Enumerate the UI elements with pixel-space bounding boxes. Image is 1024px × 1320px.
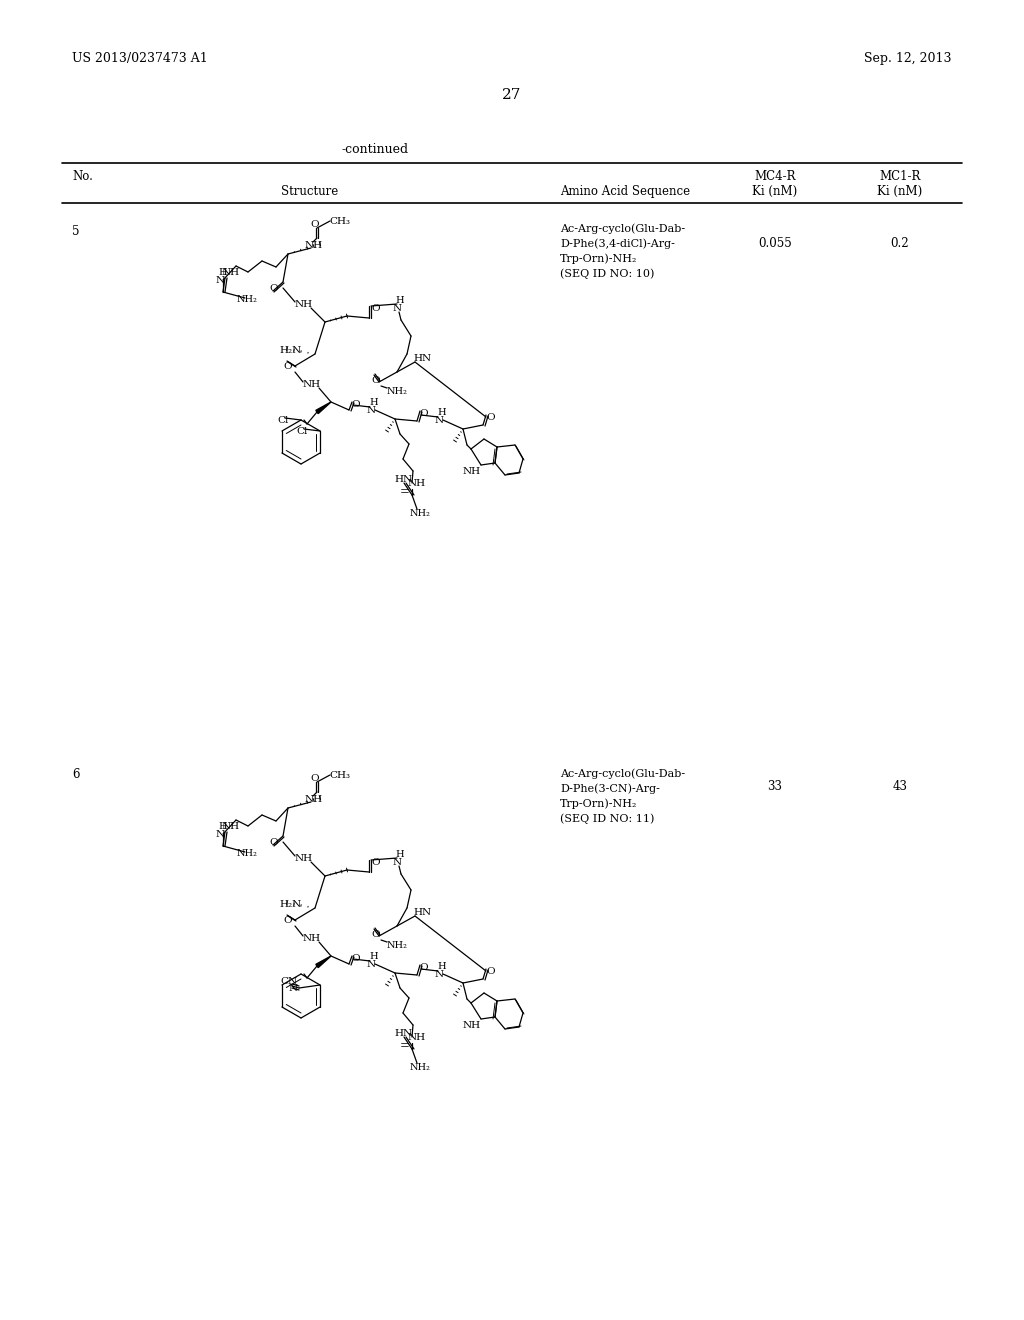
Text: Amino Acid Sequence: Amino Acid Sequence <box>560 185 690 198</box>
Text: N: N <box>393 858 402 867</box>
Text: NH: NH <box>303 380 322 389</box>
Text: MC4-R: MC4-R <box>755 170 796 183</box>
Text: CH₃: CH₃ <box>329 771 350 780</box>
Text: H: H <box>369 952 378 961</box>
Text: Cl: Cl <box>278 416 289 425</box>
Text: HN: HN <box>413 908 431 917</box>
Text: HN: HN <box>394 1030 412 1038</box>
Text: O: O <box>310 220 318 228</box>
Text: H: H <box>437 408 445 417</box>
Text: Trp-Orn)-NH₂: Trp-Orn)-NH₂ <box>560 799 637 809</box>
Text: O: O <box>269 284 278 293</box>
Text: NH: NH <box>305 795 324 804</box>
Text: H: H <box>218 268 226 277</box>
Text: NH₂: NH₂ <box>237 294 258 304</box>
Text: NH: NH <box>295 300 313 309</box>
Text: H₂N: H₂N <box>279 900 301 909</box>
Text: 0.2: 0.2 <box>891 238 909 249</box>
Text: NH: NH <box>463 467 481 477</box>
Text: O: O <box>419 964 428 972</box>
Text: N: N <box>393 304 402 313</box>
Text: H: H <box>218 822 226 832</box>
Text: CN: CN <box>280 977 297 986</box>
Text: O: O <box>351 954 359 964</box>
Text: O: O <box>486 968 495 975</box>
Text: O: O <box>371 858 380 867</box>
Text: NH: NH <box>408 1034 426 1041</box>
Text: NH: NH <box>463 1020 481 1030</box>
Text: =: = <box>400 484 410 498</box>
Text: N: N <box>216 276 225 285</box>
Text: Structure: Structure <box>282 185 339 198</box>
Text: 0.055: 0.055 <box>758 238 792 249</box>
Text: H: H <box>395 850 403 859</box>
Text: Ac-Arg-cyclo(Glu-Dab-: Ac-Arg-cyclo(Glu-Dab- <box>560 223 685 234</box>
Text: D-Phe(3,4-diCl)-Arg-: D-Phe(3,4-diCl)-Arg- <box>560 238 675 248</box>
Text: (SEQ ID NO: 10): (SEQ ID NO: 10) <box>560 268 654 279</box>
Text: -continued: -continued <box>341 143 409 156</box>
Text: NH: NH <box>408 479 426 488</box>
Text: O: O <box>269 838 278 847</box>
Text: H: H <box>437 962 445 972</box>
Text: NH₂: NH₂ <box>237 849 258 858</box>
Text: 33: 33 <box>768 780 782 793</box>
Text: N: N <box>288 983 297 993</box>
Text: (SEQ ID NO: 11): (SEQ ID NO: 11) <box>560 813 654 824</box>
Text: N: N <box>435 416 444 425</box>
Text: Ki (nM): Ki (nM) <box>878 185 923 198</box>
Text: =: = <box>400 1039 410 1052</box>
Text: HN: HN <box>413 354 431 363</box>
Text: N: N <box>435 970 444 979</box>
Text: O: O <box>283 362 292 371</box>
Text: H: H <box>395 296 403 305</box>
Text: NH₂: NH₂ <box>387 941 408 950</box>
Text: D-Phe(3-CN)-Arg-: D-Phe(3-CN)-Arg- <box>560 783 659 793</box>
Text: N: N <box>216 830 225 840</box>
Text: NH: NH <box>295 854 313 863</box>
Text: NH: NH <box>222 822 240 832</box>
Text: NH: NH <box>222 268 240 277</box>
Text: Sep. 12, 2013: Sep. 12, 2013 <box>864 51 952 65</box>
Text: CH₃: CH₃ <box>329 216 350 226</box>
Text: Trp-Orn)-NH₂: Trp-Orn)-NH₂ <box>560 253 637 264</box>
Text: Ki (nM): Ki (nM) <box>753 185 798 198</box>
Text: Cl: Cl <box>296 426 307 436</box>
Text: 5: 5 <box>72 224 80 238</box>
Text: 27: 27 <box>503 88 521 102</box>
Text: O: O <box>351 400 359 409</box>
Text: NH₂: NH₂ <box>387 387 408 396</box>
Text: H: H <box>369 399 378 407</box>
Polygon shape <box>315 956 331 968</box>
Text: 43: 43 <box>893 780 907 793</box>
Text: O: O <box>310 774 318 783</box>
Text: H₂N: H₂N <box>279 346 301 355</box>
Text: O: O <box>283 916 292 925</box>
Text: O: O <box>371 304 380 313</box>
Text: US 2013/0237473 A1: US 2013/0237473 A1 <box>72 51 208 65</box>
Text: Ac-Arg-cyclo(Glu-Dab-: Ac-Arg-cyclo(Glu-Dab- <box>560 768 685 779</box>
Text: NH₂: NH₂ <box>410 510 431 517</box>
Text: NH₂: NH₂ <box>410 1063 431 1072</box>
Text: O: O <box>419 409 428 418</box>
Text: O: O <box>486 413 495 422</box>
Text: NH: NH <box>305 242 324 249</box>
Text: O: O <box>371 931 380 939</box>
Polygon shape <box>315 403 331 413</box>
Text: MC1-R: MC1-R <box>880 170 921 183</box>
Text: NH: NH <box>303 935 322 942</box>
Text: O: O <box>371 376 380 385</box>
Text: HN: HN <box>394 475 412 484</box>
Text: No.: No. <box>72 170 93 183</box>
Text: 6: 6 <box>72 768 80 781</box>
Text: N: N <box>367 960 376 969</box>
Text: N: N <box>367 407 376 414</box>
